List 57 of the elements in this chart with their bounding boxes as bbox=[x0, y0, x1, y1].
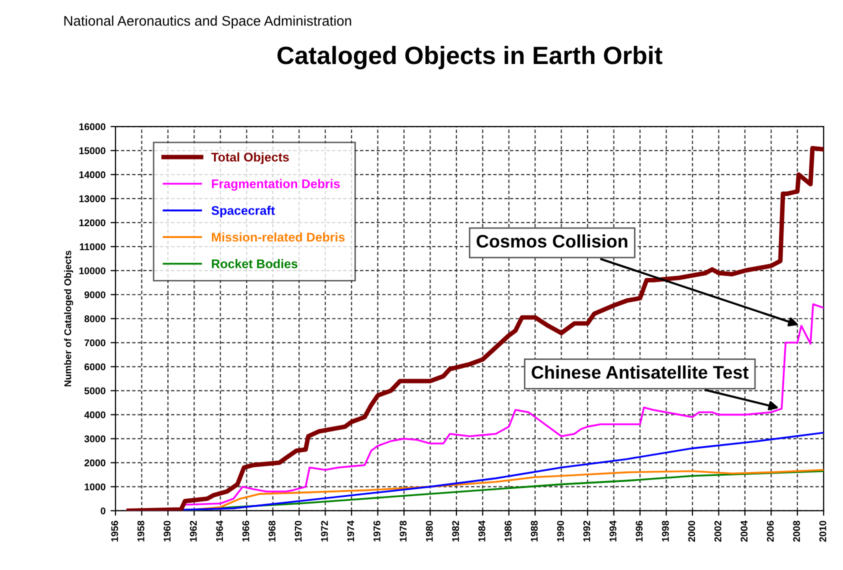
y-tick-label: 9000 bbox=[84, 291, 106, 298]
chart-title: Cataloged Objects in Earth Orbit bbox=[278, 46, 662, 70]
x-tick-label: 2006 bbox=[766, 520, 774, 542]
y-tick-label: 13000 bbox=[79, 195, 106, 202]
y-tick-label: 8000 bbox=[84, 315, 106, 322]
x-tick-label: 1980 bbox=[426, 520, 433, 542]
legend-label: Mission-related Debris bbox=[212, 232, 345, 242]
line-series bbox=[126, 146, 824, 511]
x-tick-label: 1966 bbox=[242, 520, 250, 542]
y-tick-label: 11000 bbox=[80, 243, 106, 250]
x-tick-label: 1996 bbox=[636, 520, 643, 542]
y-tick-label: 12000 bbox=[79, 219, 106, 226]
y-tick-label: 1000 bbox=[84, 483, 106, 490]
x-tick-label: 1978 bbox=[400, 520, 407, 542]
annotation: Chinese Antisatellite Test bbox=[532, 366, 748, 379]
x-tick-label: 1984 bbox=[478, 520, 486, 542]
x-tick-label: 1964 bbox=[216, 520, 224, 542]
y-axis-title: Number of Cataloged Objects bbox=[64, 250, 74, 386]
y-tick-label: 10000 bbox=[79, 267, 106, 274]
y-tick-label: 15000 bbox=[79, 147, 106, 154]
line-series bbox=[184, 303, 824, 506]
y-tick-label: 4000 bbox=[84, 411, 106, 418]
x-tick-label: 2000 bbox=[688, 520, 696, 542]
x-tick-label: 1960 bbox=[164, 520, 171, 542]
legend-label: Rocket Bodies bbox=[212, 259, 298, 268]
x-tick-label: 1982 bbox=[452, 520, 460, 542]
x-tick-label: 1968 bbox=[268, 520, 276, 542]
x-tick-label: 2002 bbox=[714, 520, 722, 542]
annotation: Cosmos Collision bbox=[476, 234, 628, 248]
x-tick-label: 1988 bbox=[530, 520, 538, 542]
x-tick-label: 1998 bbox=[662, 520, 669, 542]
legend-label: Total Objects bbox=[211, 152, 289, 164]
legend-label: Fragmentation Debris bbox=[212, 179, 340, 191]
y-tick-label: 7000 bbox=[84, 339, 106, 346]
x-tick-label: 1974 bbox=[347, 520, 354, 542]
x-tick-label: 1958 bbox=[137, 520, 144, 542]
x-tick-label: 1976 bbox=[373, 520, 380, 542]
x-tick-label: 1990 bbox=[557, 520, 564, 542]
x-tick-label: 2004 bbox=[740, 520, 748, 542]
x-tick-label: 1992 bbox=[583, 520, 590, 542]
y-tick-label: 0 bbox=[100, 507, 106, 514]
x-tick-label: 2010 bbox=[819, 520, 826, 542]
y-tick-label: 3000 bbox=[84, 435, 106, 442]
y-tick-label: 2000 bbox=[84, 459, 106, 466]
x-tick-label: 1972 bbox=[321, 520, 328, 542]
x-tick-label: 1970 bbox=[294, 520, 302, 542]
x-tick-label: 1956 bbox=[111, 520, 118, 542]
text: National Aeronautics and Space Administration bbox=[64, 16, 352, 29]
y-tick-label: 14000 bbox=[79, 171, 106, 178]
x-tick-label: 1994 bbox=[610, 520, 616, 542]
y-tick-label: 16000 bbox=[79, 123, 106, 130]
x-tick-label: 2008 bbox=[793, 520, 800, 542]
legend-label: Spacecraft bbox=[211, 206, 275, 218]
y-tick-label: 6000 bbox=[84, 363, 106, 370]
x-tick-label: 1986 bbox=[504, 520, 512, 542]
y-tick-label: 5000 bbox=[84, 387, 106, 394]
x-tick-label: 1962 bbox=[190, 520, 197, 542]
